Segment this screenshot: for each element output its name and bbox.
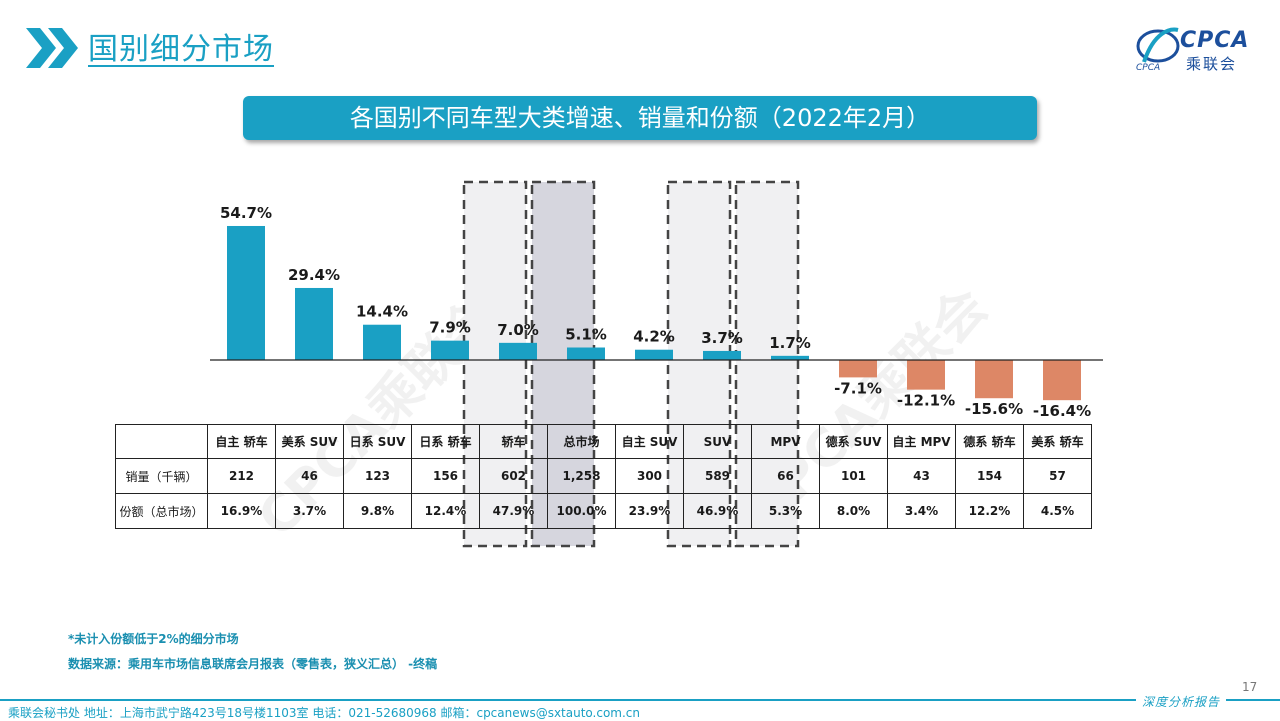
- value-label: 1.7%: [769, 334, 811, 352]
- bar: [1043, 360, 1081, 401]
- value-label: 14.4%: [356, 303, 408, 321]
- table-row: 销量（千辆） 212 46 123 156 602 1,258 300 589 66 101 43 15…: [115, 458, 1092, 494]
- bar: [839, 360, 877, 378]
- logo-small-text: CPCA: [1136, 63, 1160, 72]
- value-label: 29.4%: [288, 266, 340, 284]
- value-label: 7.9%: [429, 319, 471, 337]
- value-label-layer: 54.7% 29.4% 14.4% 7.9% 7.0% 5.1% 4.2% 3.7% 1.7% -…: [220, 204, 1091, 420]
- bar-layer: [227, 225, 1081, 401]
- bar: [703, 350, 741, 360]
- value-label: 4.2%: [633, 328, 675, 346]
- table-header-cell: 德系 轿车: [955, 424, 1024, 459]
- bar: [431, 340, 469, 360]
- table-cell: 46: [275, 458, 344, 494]
- double-chevron-icon: [26, 28, 78, 68]
- page-number: 17: [1242, 680, 1258, 694]
- table-row: 份额（总市场） 16.9% 3.7% 9.8% 12.4% 47.9% 100.0% 23.9…: [115, 493, 1092, 529]
- table-cell: 43: [887, 458, 956, 494]
- table-header-cell: 自主 SUV: [615, 424, 684, 459]
- logo-text-cn: 乘联会: [1186, 55, 1238, 73]
- footer-contact: 乘联会秘书处 地址：上海市武宁路423号18号楼1103室 电话：021-526…: [8, 706, 641, 720]
- table-cell: 602: [479, 458, 548, 494]
- bar: [567, 347, 605, 360]
- bar: [635, 349, 673, 360]
- bar: [771, 355, 809, 360]
- footnote-source: 数据来源：乘用车市场信息联席会月报表（零售表，狭义汇总） -终稿: [68, 657, 438, 671]
- table-cell: 23.9%: [615, 493, 684, 529]
- table-cell: 46.9%: [683, 493, 752, 529]
- table-cell: 16.9%: [207, 493, 276, 529]
- bar: [295, 287, 333, 360]
- table-header-cell: SUV: [683, 424, 752, 459]
- table-header-cell: 自主 轿车: [207, 424, 276, 459]
- value-label: 5.1%: [565, 326, 607, 344]
- value-label: -16.4%: [1033, 402, 1091, 420]
- table-cell: 4.5%: [1023, 493, 1092, 529]
- footer-slogan: 深度分析报告: [1135, 693, 1226, 710]
- bar: [363, 324, 401, 360]
- table-header-cell: 日系 SUV: [343, 424, 412, 459]
- table-cell: 12.2%: [955, 493, 1024, 529]
- table-header-cell: 轿车: [479, 424, 548, 459]
- table-cell: 1,258: [547, 458, 616, 494]
- table-header-cell: 美系 SUV: [275, 424, 344, 459]
- value-label: -7.1%: [834, 379, 882, 397]
- logo-text-en: CPCA: [1180, 28, 1250, 53]
- table-cell: 3.4%: [887, 493, 956, 529]
- table-cell: 3.7%: [275, 493, 344, 529]
- table-header-cell: 日系 轿车: [411, 424, 480, 459]
- value-label: -15.6%: [965, 400, 1023, 418]
- table-cell: 57: [1023, 458, 1092, 494]
- table-cell: 66: [751, 458, 820, 494]
- table-cell: 123: [343, 458, 412, 494]
- table-cell: 12.4%: [411, 493, 480, 529]
- table-cell: 154: [955, 458, 1024, 494]
- bar: [907, 360, 945, 390]
- table-corner-cell: [115, 424, 208, 459]
- value-label: 7.0%: [497, 321, 539, 339]
- bar: [499, 342, 537, 360]
- table-cell: 8.0%: [819, 493, 888, 529]
- section-title: 国别细分市场: [88, 32, 274, 67]
- footnote-share: *未计入份额低于2%的细分市场: [68, 632, 239, 646]
- table-cell: 300: [615, 458, 684, 494]
- table-row-label: 销量（千辆）: [115, 458, 208, 494]
- table-header-cell: 德系 SUV: [819, 424, 888, 459]
- table-cell: 47.9%: [479, 493, 548, 529]
- table-cell: 212: [207, 458, 276, 494]
- table-cell: 156: [411, 458, 480, 494]
- chart-title-banner: 各国别不同车型大类增速、销量和份额（2022年2月）: [243, 96, 1037, 140]
- table-header-cell: 自主 MPV: [887, 424, 956, 459]
- cpca-logo-icon: CPCA: [1136, 27, 1180, 72]
- table-cell: 100.0%: [547, 493, 616, 529]
- table-cell: 5.3%: [751, 493, 820, 529]
- table-cell: 589: [683, 458, 752, 494]
- data-table: 自主 轿车 美系 SUV 日系 SUV 日系 轿车 轿车 总市场 自主 SUV SUV MPV 德…: [115, 424, 1092, 529]
- bar: [975, 360, 1013, 399]
- table-row-label: 份额（总市场）: [115, 493, 208, 529]
- value-label: -12.1%: [897, 392, 955, 410]
- table-cell: 101: [819, 458, 888, 494]
- table-header-cell: 美系 轿车: [1023, 424, 1092, 459]
- value-label: 3.7%: [701, 329, 743, 347]
- table-cell: 9.8%: [343, 493, 412, 529]
- footer-divider: [0, 699, 1280, 701]
- bar: [227, 225, 265, 360]
- table-header-cell: 总市场: [547, 424, 616, 459]
- table-header-cell: MPV: [751, 424, 820, 459]
- value-label: 54.7%: [220, 204, 272, 222]
